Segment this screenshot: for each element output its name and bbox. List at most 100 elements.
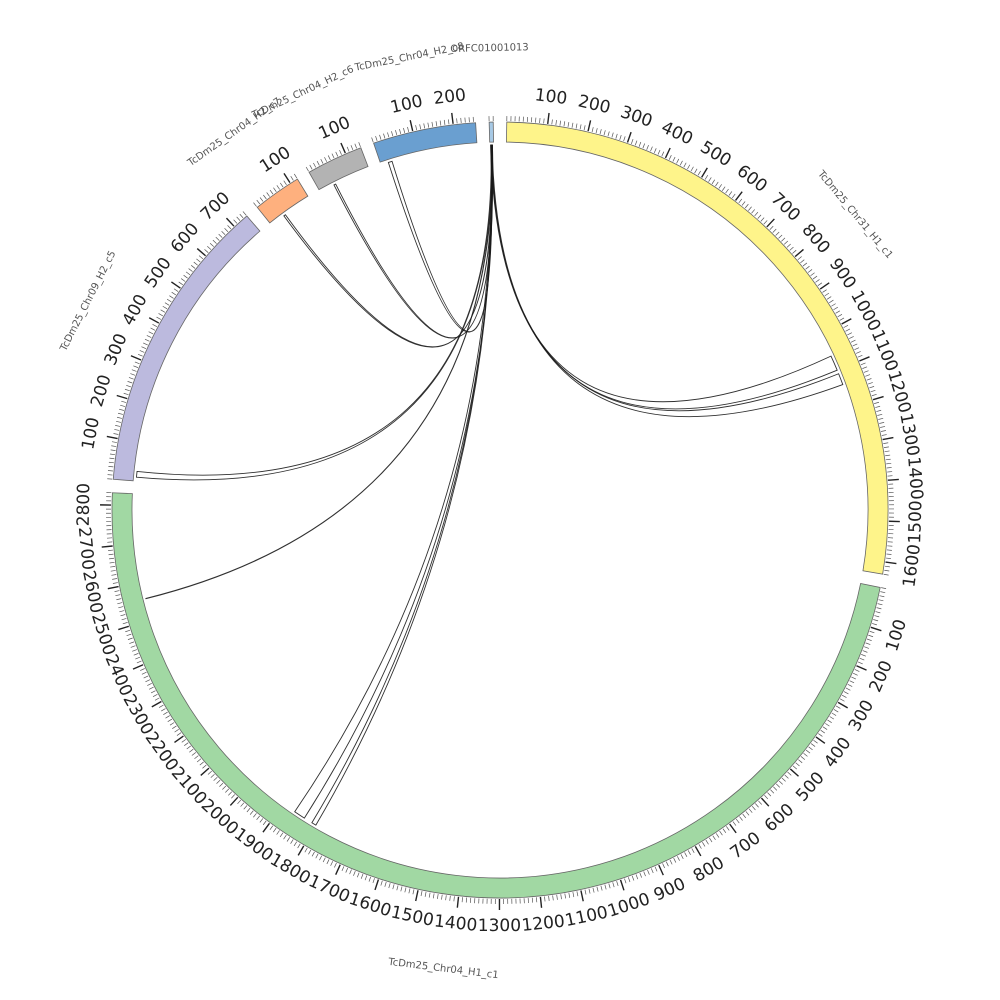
tick-minor xyxy=(869,630,875,634)
tick-minor xyxy=(616,880,619,886)
tick-minor xyxy=(623,136,626,142)
tick-label: 600 xyxy=(167,219,203,257)
tick-minor xyxy=(315,853,319,859)
tick-minor xyxy=(679,160,683,166)
tick-minor xyxy=(356,872,360,878)
tick-label: 100 xyxy=(78,416,104,452)
tick-major xyxy=(658,864,664,876)
tick-major xyxy=(262,822,271,833)
tick-major xyxy=(887,478,899,481)
tick-minor xyxy=(224,228,229,233)
tick-minor xyxy=(742,813,747,819)
tick-minor xyxy=(571,122,574,128)
tick-major xyxy=(148,317,160,324)
tick-minor xyxy=(880,430,886,432)
tick-minor xyxy=(721,186,726,191)
tick-minor xyxy=(350,145,354,151)
tick-minor xyxy=(161,708,166,712)
tick-minor xyxy=(885,454,891,457)
tick-minor xyxy=(269,825,274,831)
tick-major xyxy=(882,436,894,441)
tick-minor xyxy=(855,351,861,354)
tick-minor xyxy=(712,835,716,841)
tick-minor xyxy=(817,282,823,286)
tick-label: 2500 xyxy=(87,611,119,658)
tick-minor xyxy=(117,412,124,415)
tick-minor xyxy=(172,725,177,729)
tick-minor xyxy=(249,810,254,815)
tick-label: 1000 xyxy=(605,889,652,921)
tick-minor xyxy=(754,211,759,217)
tick-minor xyxy=(129,641,135,644)
tick-minor xyxy=(202,764,207,769)
tick-minor xyxy=(861,654,866,657)
tick-major xyxy=(701,167,708,178)
tick-minor xyxy=(110,570,116,572)
tick-minor xyxy=(111,445,117,447)
tick-minor xyxy=(196,758,202,763)
tick-minor xyxy=(443,119,446,125)
tick-minor xyxy=(709,837,713,843)
tick-minor xyxy=(826,296,832,300)
tick-minor xyxy=(619,135,622,140)
tick-minor xyxy=(276,185,280,190)
tick-minor xyxy=(732,821,737,826)
tick-minor xyxy=(886,462,892,465)
tick-minor xyxy=(596,886,599,892)
link-1 xyxy=(490,144,844,418)
tick-minor xyxy=(715,181,719,187)
tick-minor xyxy=(358,142,361,148)
tick-minor xyxy=(383,133,386,139)
tick-minor xyxy=(657,149,661,155)
tick-minor xyxy=(564,893,566,899)
tick-minor xyxy=(313,162,317,168)
tick-minor xyxy=(744,203,749,209)
tick-minor xyxy=(884,569,890,572)
tick-minor xyxy=(185,271,191,276)
tick-minor xyxy=(279,832,284,838)
tick-minor xyxy=(116,598,122,601)
tick-minor xyxy=(698,844,702,849)
tick-label: 100 xyxy=(882,617,911,654)
tick-minor xyxy=(400,886,403,892)
tick-minor xyxy=(748,206,752,211)
tick-minor xyxy=(731,193,736,199)
tick-minor xyxy=(631,139,634,144)
tick-minor xyxy=(431,121,434,127)
tick-major xyxy=(340,142,346,154)
tick-major xyxy=(107,585,119,590)
tick-major xyxy=(837,701,848,709)
tick-minor xyxy=(108,549,114,551)
tick-minor xyxy=(146,335,152,338)
tick-minor xyxy=(115,594,121,597)
tick-major xyxy=(415,890,419,902)
tick-minor xyxy=(139,350,145,353)
tick-minor xyxy=(789,246,794,251)
tick-minor xyxy=(835,705,841,709)
tick-minor xyxy=(668,155,672,160)
tick-minor xyxy=(691,848,695,853)
tick-minor xyxy=(702,842,706,847)
tick-minor xyxy=(751,805,756,811)
tick-minor xyxy=(218,233,223,238)
tick-label: 1700 xyxy=(305,871,353,907)
link-6 xyxy=(145,144,493,600)
tick-minor xyxy=(839,317,845,321)
tick-label: 200 xyxy=(87,373,115,410)
tick-minor xyxy=(339,150,342,155)
tick-minor xyxy=(293,173,298,179)
tick-minor xyxy=(178,281,184,286)
tick-minor xyxy=(715,833,720,838)
tick-minor xyxy=(124,388,130,392)
tick-minor xyxy=(132,649,138,652)
tick-minor xyxy=(877,603,883,606)
tick-minor xyxy=(349,869,352,875)
tick-label: 300 xyxy=(101,331,132,369)
tick-minor xyxy=(233,219,238,224)
tick-label: 100 xyxy=(316,113,354,144)
tick-minor xyxy=(128,377,134,380)
tick-minor xyxy=(222,785,227,790)
tick-minor xyxy=(114,590,120,592)
tick-minor xyxy=(735,818,740,824)
tick-minor xyxy=(144,338,150,342)
